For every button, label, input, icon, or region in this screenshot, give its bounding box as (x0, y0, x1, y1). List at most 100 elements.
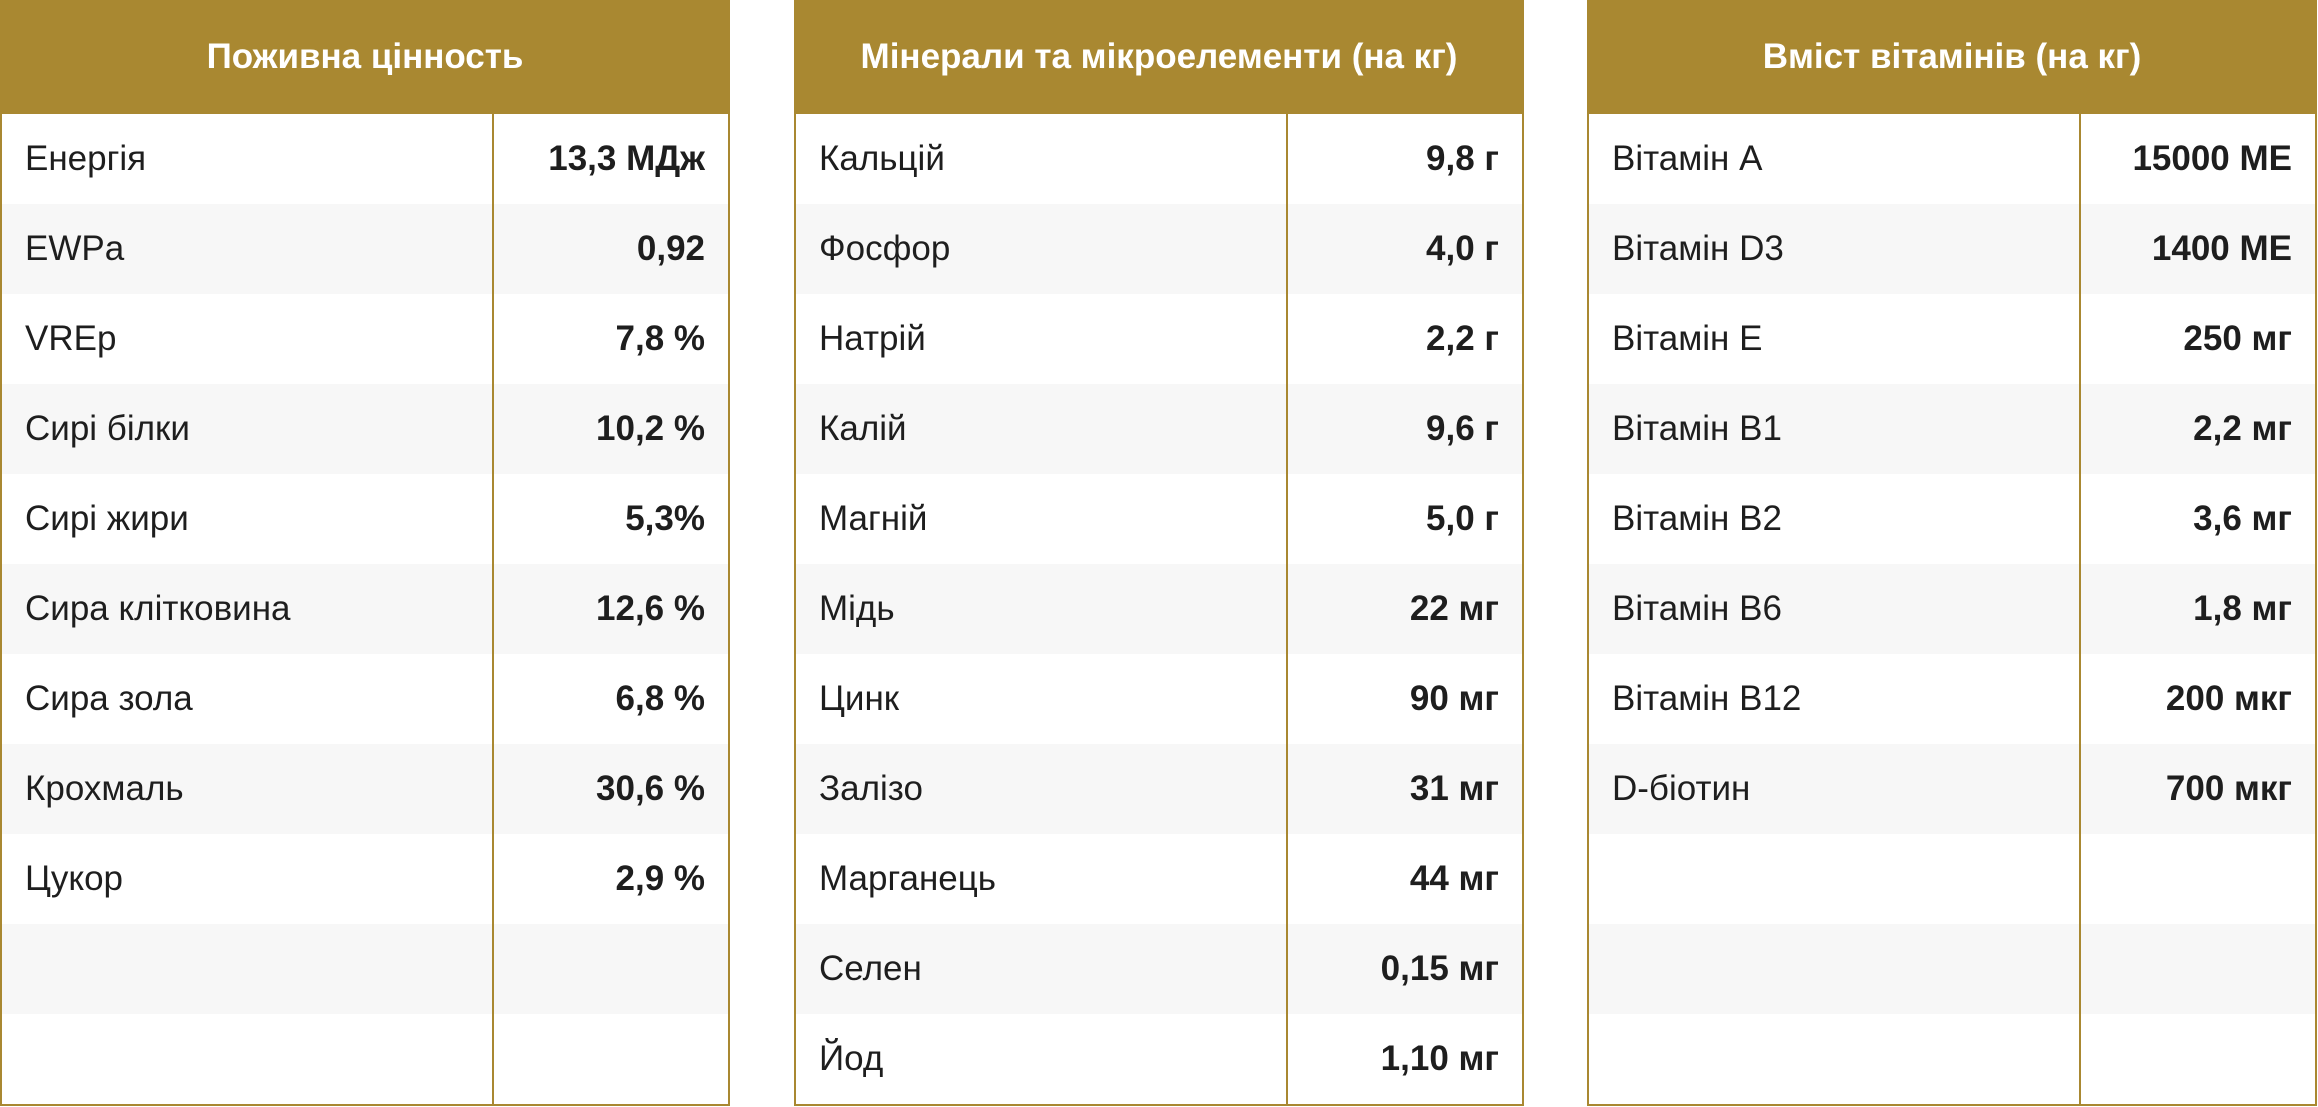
table-row (1589, 1014, 2315, 1104)
table-row (2, 1014, 728, 1104)
row-value: 4,0 г (1426, 229, 1499, 268)
row-value: 2,2 мг (2193, 409, 2292, 448)
row-label: VREp (2, 294, 494, 384)
table-row: Йод 1,10 мг (796, 1014, 1522, 1104)
table-header: Вміст вітамінів (на кг) (1587, 0, 2317, 114)
row-value: 9,6 г (1426, 409, 1499, 448)
row-label: Вітамін Е (1589, 294, 2081, 384)
row-label (2, 1014, 494, 1104)
row-value: 1,10 мг (1380, 1039, 1499, 1078)
row-label: Цукор (2, 834, 494, 924)
row-value: 15000 МЕ (2132, 139, 2292, 178)
vitamins-table: Вміст вітамінів (на кг) Вітамін А 15000 М… (1587, 0, 2317, 1106)
row-label: Марганець (796, 834, 1288, 924)
row-value: 6,8 % (615, 679, 706, 718)
table-row: Залізо 31 мг (796, 744, 1522, 834)
table-row: Вітамін В2 3,6 мг (1589, 474, 2315, 564)
row-value: 44 мг (1409, 859, 1499, 898)
row-value: 9,8 г (1426, 139, 1499, 178)
row-value: 90 мг (1409, 679, 1499, 718)
row-value (494, 924, 728, 1014)
table-row: Вітамін А 15000 МЕ (1589, 114, 2315, 204)
table-row (1589, 834, 2315, 924)
table-row: Марганець 44 мг (796, 834, 1522, 924)
table-row: D-біотин 700 мкг (1589, 744, 2315, 834)
row-value: 12,6 % (596, 589, 705, 628)
table-row: Фосфор 4,0 г (796, 204, 1522, 294)
row-value: 7,8 % (615, 319, 706, 358)
row-label: Вітамін В1 (1589, 384, 2081, 474)
row-value: 700 мкг (2165, 769, 2292, 808)
table-header: Мінерали та мікроелементи (на кг) (794, 0, 1524, 114)
table-row: Вітамін В1 2,2 мг (1589, 384, 2315, 474)
row-value: 250 мг (2183, 319, 2292, 358)
row-label: Енергія (2, 114, 494, 204)
row-label: Вітамін В6 (1589, 564, 2081, 654)
row-label: Мідь (796, 564, 1288, 654)
row-label: Кальцій (796, 114, 1288, 204)
table-row: Сирі жири 5,3% (2, 474, 728, 564)
table-body: Енергія 13,3 МДж EWPa 0,92 VREp 7,8 % Сирі біл… (2, 114, 728, 1104)
table-row: Селен 0,15 мг (796, 924, 1522, 1014)
row-label: Селен (796, 924, 1288, 1014)
table-body: Кальцій 9,8 г Фосфор 4,0 г Натрій 2,2 г Калій 9… (796, 114, 1522, 1104)
row-value: 13,3 МДж (548, 139, 705, 178)
table-row: Вітамін В6 1,8 мг (1589, 564, 2315, 654)
table-body: Вітамін А 15000 МЕ Вітамін D3 1400 МЕ Вітамі… (1589, 114, 2315, 1104)
row-label: EWPa (2, 204, 494, 294)
table-row: Вітамін Е 250 мг (1589, 294, 2315, 384)
row-label (2, 924, 494, 1014)
row-value: 1,8 мг (2193, 589, 2292, 628)
table-header: Поживна цінность (0, 0, 730, 114)
row-label: Сирі жири (2, 474, 494, 564)
row-label (1589, 924, 2081, 1014)
row-label: Сира зола (2, 654, 494, 744)
row-value: 1400 МЕ (2151, 229, 2292, 268)
row-label (1589, 1014, 2081, 1104)
table-row: Сира зола 6,8 % (2, 654, 728, 744)
nutritional-value-table: Поживна цінность Енергія 13,3 МДж EWPa 0,92… (0, 0, 730, 1106)
row-value: 2,2 г (1426, 319, 1499, 358)
table-row: Енергія 13,3 МДж (2, 114, 728, 204)
row-label: Калій (796, 384, 1288, 474)
table-row (2, 924, 728, 1014)
table-row: Вітамін В12 200 мкг (1589, 654, 2315, 744)
table-row: Мідь 22 мг (796, 564, 1522, 654)
row-value: 5,3% (625, 499, 705, 538)
row-label: Вітамін D3 (1589, 204, 2081, 294)
row-value: 31 мг (1409, 769, 1499, 808)
table-row: Сира клітковина 12,6 % (2, 564, 728, 654)
row-label: Сира клітковина (2, 564, 494, 654)
row-label: D-біотин (1589, 744, 2081, 834)
table-row: Кальцій 9,8 г (796, 114, 1522, 204)
row-label: Сирі білки (2, 384, 494, 474)
row-label (1589, 834, 2081, 924)
row-value: 3,6 мг (2193, 499, 2292, 538)
row-label: Натрій (796, 294, 1288, 384)
row-label: Йод (796, 1014, 1288, 1104)
row-value: 5,0 г (1426, 499, 1499, 538)
table-row: Цукор 2,9 % (2, 834, 728, 924)
row-label: Цинк (796, 654, 1288, 744)
row-value: 2,9 % (615, 859, 706, 898)
table-row: Цинк 90 мг (796, 654, 1522, 744)
row-value: 200 мкг (2165, 679, 2292, 718)
row-label: Вітамін В12 (1589, 654, 2081, 744)
minerals-table: Мінерали та мікроелементи (на кг) Кальці… (794, 0, 1524, 1106)
table-row: EWPa 0,92 (2, 204, 728, 294)
table-row: Магній 5,0 г (796, 474, 1522, 564)
row-value: 30,6 % (596, 769, 705, 808)
row-label: Вітамін А (1589, 114, 2081, 204)
row-value (2081, 924, 2315, 1014)
row-value: 0,92 (636, 229, 705, 268)
row-value: 0,15 мг (1380, 949, 1499, 988)
table-row (1589, 924, 2315, 1014)
row-value: 22 мг (1409, 589, 1499, 628)
row-value (494, 1014, 728, 1104)
table-row: VREp 7,8 % (2, 294, 728, 384)
table-row: Крохмаль 30,6 % (2, 744, 728, 834)
row-label: Залізо (796, 744, 1288, 834)
row-label: Вітамін В2 (1589, 474, 2081, 564)
row-value (2081, 834, 2315, 924)
table-row: Сирі білки 10,2 % (2, 384, 728, 474)
